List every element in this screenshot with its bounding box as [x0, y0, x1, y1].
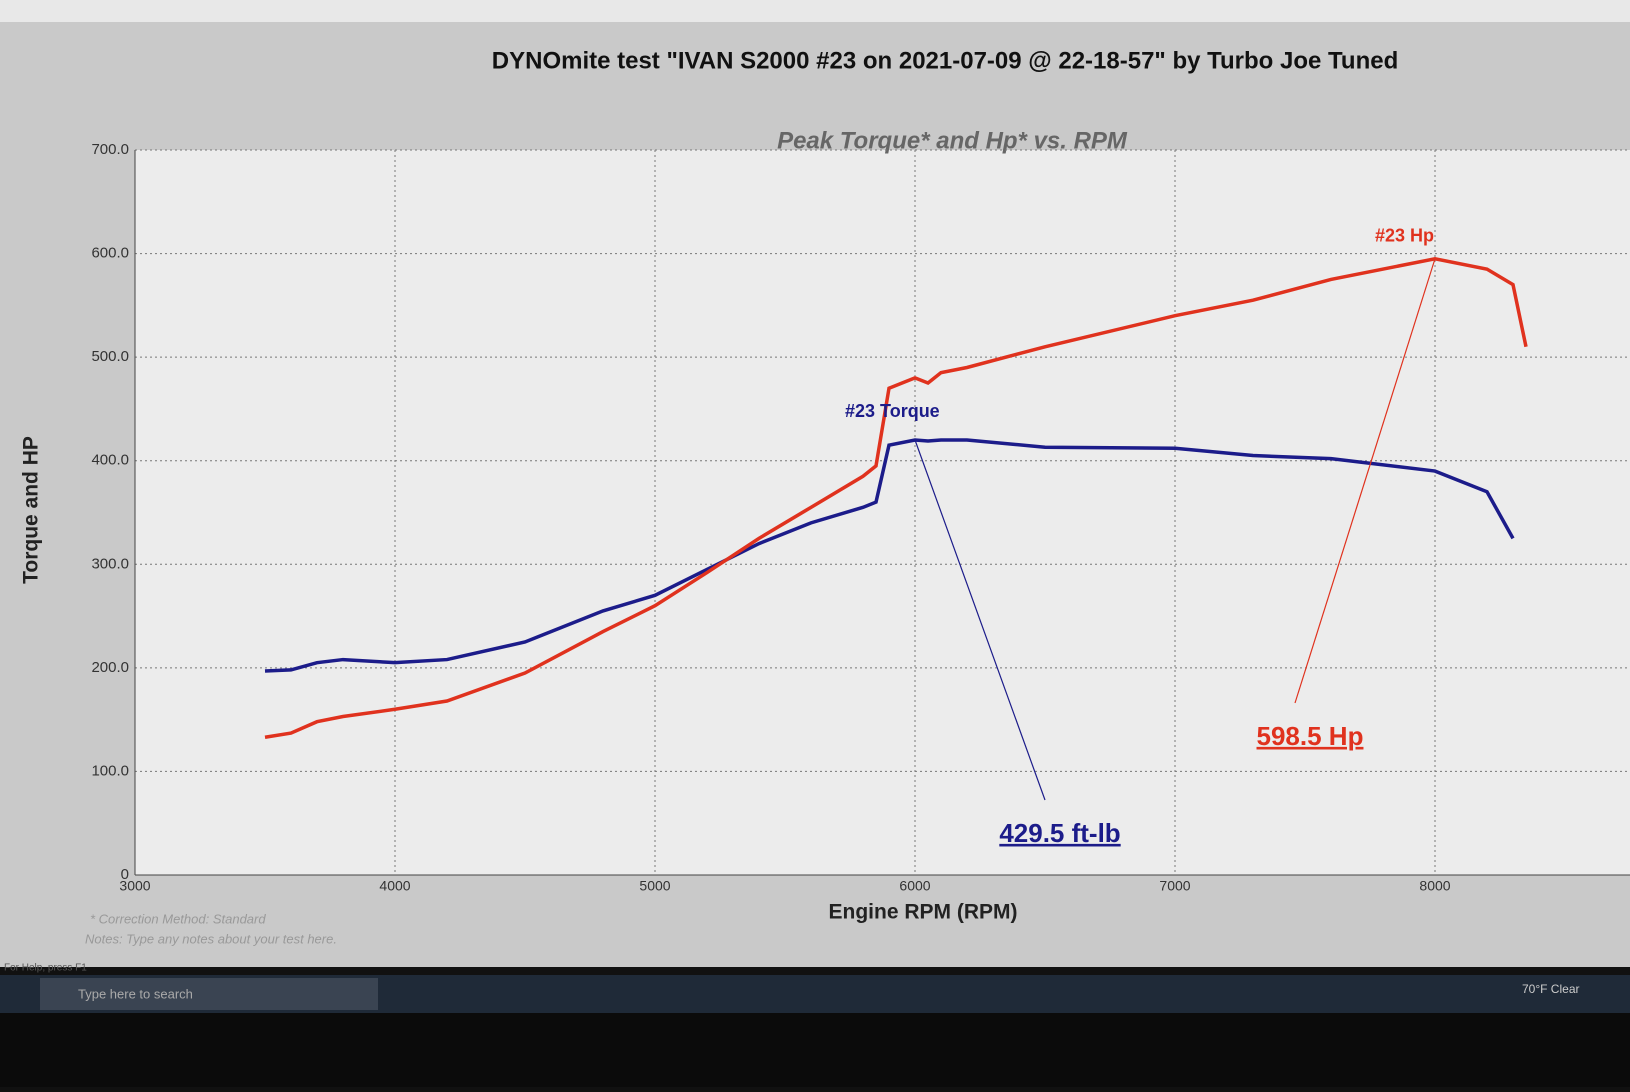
bezel — [0, 1013, 1630, 1087]
x-tick-label: 3000 — [119, 878, 150, 894]
annotation: 598.5 Hp — [1257, 721, 1364, 751]
series-label: #23 Hp — [1375, 226, 1434, 246]
x-axis-label: Engine RPM (RPM) — [829, 901, 1018, 924]
note: * Correction Method: Standard — [90, 911, 266, 926]
y-tick-label: 400.0 — [91, 452, 129, 469]
series-label: #23 Torque — [845, 401, 940, 421]
x-tick-label: 7000 — [1159, 878, 1190, 894]
search-text[interactable]: Type here to search — [78, 986, 193, 1001]
annotation-arrow — [914, 439, 1046, 801]
annotation-arrow — [1294, 258, 1436, 704]
annotation: 429.5 ft-lb — [999, 818, 1120, 848]
line-series — [264, 256, 1528, 739]
x-tick-label: 5000 — [639, 878, 670, 894]
y-tick-label: 300.0 — [91, 555, 129, 572]
search-box[interactable] — [40, 978, 378, 1010]
x-tick-label: 4000 — [379, 878, 410, 894]
y-tick-label: 0 — [121, 866, 129, 883]
chart-title: DYNOmite test "IVAN S2000 #23 on 2021-07… — [492, 47, 1398, 74]
status-bar: For Help, press F1 — [4, 963, 87, 974]
y-tick-label: 200.0 — [91, 659, 129, 676]
x-tick-label: 6000 — [899, 878, 930, 894]
plot-area — [135, 150, 1630, 875]
x-tick-label: 8000 — [1419, 878, 1450, 894]
note: Notes: Type any notes about your test he… — [85, 931, 337, 946]
y-tick-label: 500.0 — [91, 348, 129, 365]
y-tick-label: 600.0 — [91, 245, 129, 262]
y-axis-label: Torque and HP — [20, 436, 43, 584]
weather: 70°F Clear — [1522, 982, 1580, 996]
y-tick-label: 100.0 — [91, 762, 129, 779]
toolbar — [0, 0, 1630, 22]
line-series — [264, 438, 1515, 673]
y-tick-label: 700.0 — [91, 141, 129, 158]
